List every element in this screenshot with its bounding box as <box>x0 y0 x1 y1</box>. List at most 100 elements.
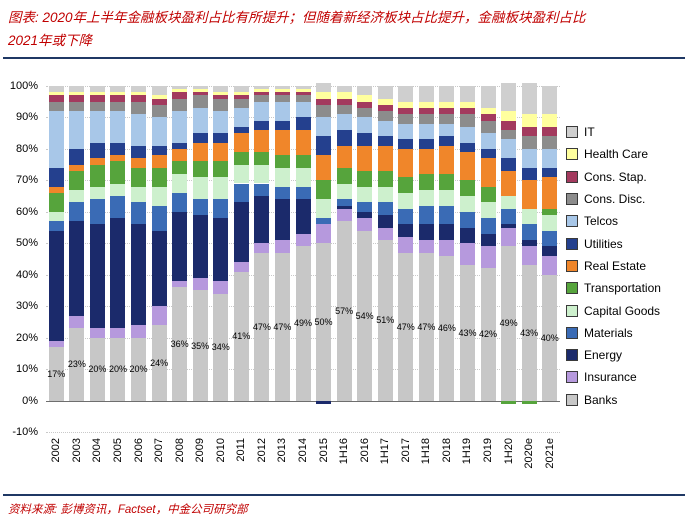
y-tick-label: -10% <box>12 426 38 438</box>
bar-segment-insurance <box>69 315 85 329</box>
bar-segment-banks <box>542 274 558 401</box>
bar-segment-materials <box>69 202 85 222</box>
title-divider <box>3 57 685 59</box>
banks-share-label: 51% <box>376 315 395 326</box>
bar-segment-materials <box>89 199 105 225</box>
bar-segment-insurance <box>521 246 537 266</box>
bar-segment-real-estate <box>69 164 85 171</box>
bar-segment-telcos <box>151 117 167 146</box>
legend-item-utilities: Utilities <box>566 232 686 254</box>
bar-segment-insurance <box>542 255 558 275</box>
x-tick-label-1h20: 1H20 <box>502 438 515 465</box>
bar-segment-health-care <box>295 89 311 93</box>
bar-segment-telcos <box>69 111 85 149</box>
bar-segment-health-care <box>274 89 290 93</box>
bar-segment-materials <box>295 186 311 200</box>
bar-segment-cons-stap <box>274 92 290 96</box>
bar-segment-utilities <box>213 133 229 143</box>
bar-segment-cons-stap <box>192 92 208 96</box>
bar-segment-utilities <box>459 142 475 153</box>
bar-segment-telcos <box>418 123 434 140</box>
bar-segment-insurance <box>192 277 208 291</box>
x-tick-label-2005: 2005 <box>111 438 124 463</box>
bar-segment-transportation <box>418 174 434 190</box>
x-tick-label-2018: 2018 <box>440 438 453 463</box>
bar-segment-energy <box>254 196 270 244</box>
legend-label-energy: Energy <box>584 348 623 363</box>
y-tick-label: 20% <box>15 331 38 344</box>
bar-segment-health-care <box>459 101 475 108</box>
bar-segment-banks <box>274 252 290 401</box>
bar-segment-transportation <box>172 161 188 175</box>
chart-title: 图表: 2020年上半年金融板块盈利占比有所提升；但随着新经济板块占比提升，金融… <box>8 7 682 53</box>
bar-segment-energy <box>89 224 105 329</box>
bar-segment-banks <box>459 265 475 401</box>
bar-segment-insurance <box>254 243 270 253</box>
bar-segment-telcos <box>172 111 188 143</box>
x-tick-label-2012: 2012 <box>255 438 268 463</box>
bar-segment-banks <box>418 252 434 401</box>
bar-segment-real-estate <box>418 148 434 175</box>
bar-2011 <box>233 86 249 432</box>
legend-label-utilities: Utilities <box>584 236 623 251</box>
bar-segment-capital-goods <box>521 208 537 225</box>
bar-segment-it <box>110 86 126 93</box>
bar-segment-capital-goods <box>398 192 414 209</box>
bar-segment-materials <box>542 230 558 247</box>
y-tick-label: 40% <box>15 268 38 281</box>
bar-segment-telcos <box>316 117 332 137</box>
bar-segment-real-estate <box>233 133 249 153</box>
bar-segment-utilities <box>110 142 126 156</box>
bar-segment-energy <box>316 400 332 404</box>
bar-segment-it <box>418 86 434 102</box>
bar-segment-capital-goods <box>316 199 332 219</box>
bar-segment-real-estate <box>131 158 147 168</box>
bar-segment-telcos <box>480 133 496 149</box>
bar-segment-health-care <box>192 89 208 93</box>
banks-share-label: 43% <box>458 327 477 338</box>
banks-share-label: 57% <box>335 305 354 316</box>
bar-segment-materials <box>131 202 147 225</box>
bar-segment-telcos <box>274 101 290 121</box>
bar-segment-transportation <box>151 167 167 187</box>
banks-share-label: 20% <box>108 364 127 375</box>
bar-segment-materials <box>439 205 455 225</box>
legend-item-health-care: Health Care <box>566 143 686 165</box>
banks-share-label: 43% <box>520 327 539 338</box>
bar-segment-cons-stap <box>131 95 147 102</box>
x-tick-label-2010: 2010 <box>214 438 227 463</box>
bar-segment-transportation <box>110 161 126 184</box>
bar-segment-cons-stap <box>418 108 434 115</box>
bar-2016 <box>357 86 373 432</box>
bar-segment-energy <box>131 224 147 326</box>
bar-segment-materials <box>233 183 249 203</box>
x-tick-label-2017: 2017 <box>399 438 412 463</box>
bar-segment-telcos <box>357 117 373 134</box>
bar-segment-banks <box>89 337 105 401</box>
legend-label-health-care: Health Care <box>584 147 649 162</box>
y-axis: 100% 90% 80% 70% 60% 50% 40% 30% 20% 10% 0% -10% <box>0 80 42 438</box>
legend-item-energy: Energy <box>566 344 686 366</box>
bar-segment-insurance <box>172 281 188 288</box>
bar-segment-banks <box>172 287 188 401</box>
bar-segment-health-care <box>69 92 85 96</box>
bar-segment-insurance <box>151 306 167 326</box>
bar-segment-utilities <box>377 136 393 146</box>
legend-label-insurance: Insurance <box>584 370 637 385</box>
x-tick-label-2014: 2014 <box>297 438 309 463</box>
bar-segment-materials <box>151 205 167 231</box>
bar-segment-utilities <box>131 145 147 159</box>
x-tick-label-1h18: 1H18 <box>420 438 433 465</box>
bar-segment-materials <box>172 192 188 212</box>
bar-segment-cons-stap <box>357 101 373 108</box>
bar-segment-health-care <box>398 101 414 108</box>
bar-segment-energy <box>398 224 414 237</box>
bar-segment-utilities <box>316 136 332 156</box>
bar-segment-health-care <box>521 114 537 127</box>
bar-segment-health-care <box>542 114 558 127</box>
bar-segment-transportation <box>274 155 290 168</box>
bar-segment-transportation <box>398 177 414 193</box>
x-axis: 2002 2003 2004 2005 2006 2007 2008 2009 2010 2011… <box>46 432 560 496</box>
chart-title-line2: 2021年或下降 <box>8 32 93 48</box>
y-tick-label: 70% <box>15 174 38 187</box>
